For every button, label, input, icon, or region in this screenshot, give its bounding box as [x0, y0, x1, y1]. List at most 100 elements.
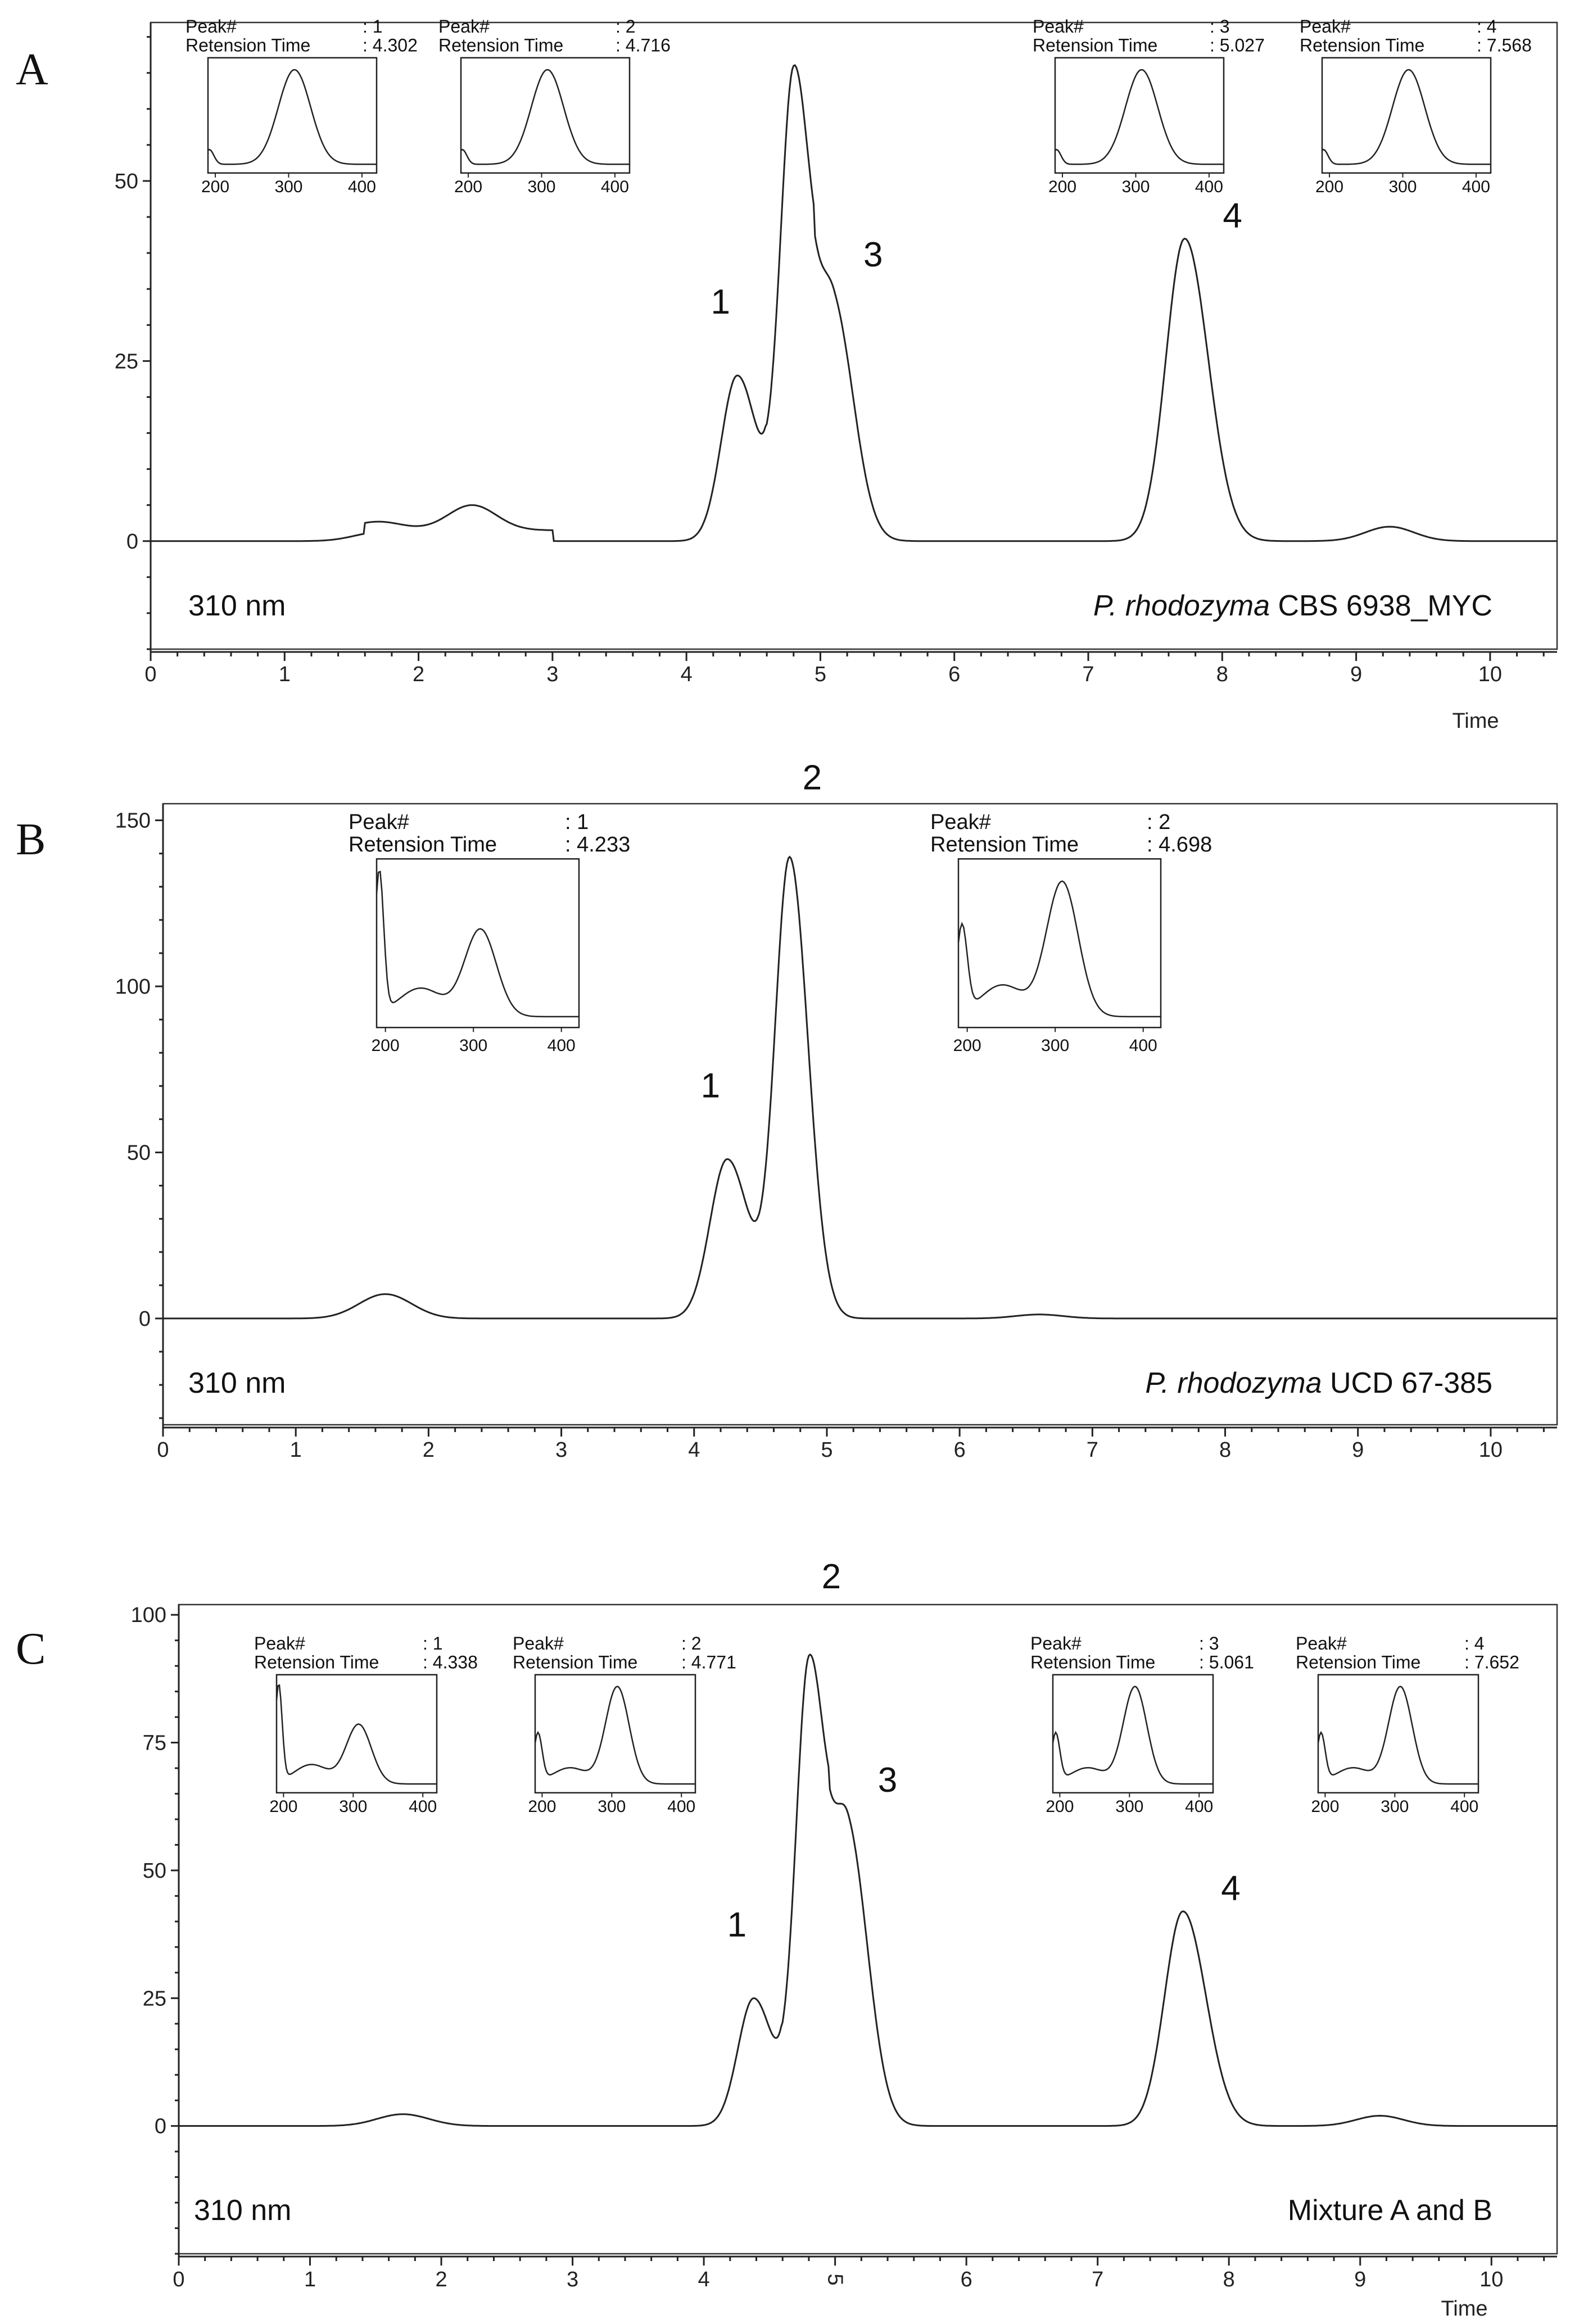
inset-frame — [1054, 57, 1225, 174]
x-tick-label: 8 — [1219, 1438, 1231, 1462]
uv-spectrum-curve — [375, 871, 579, 1018]
inset-peak-label: Peak# — [438, 16, 490, 37]
uv-spectrum-curve — [207, 69, 377, 165]
sample-strain: Mixture A and B — [1288, 2194, 1492, 2227]
inset-peak-value: : 4 — [1477, 16, 1497, 37]
sample-label: P. rhodozyma UCD 67-385 — [1145, 1367, 1492, 1399]
inset-frame — [534, 1674, 696, 1794]
inset-tick-label: 200 — [454, 178, 482, 196]
uv-spectrum-inset: Peak#: 2 Retension Time: 4.716 200 300 400 — [438, 16, 671, 196]
y-tick-label: 0 — [155, 2115, 166, 2139]
uv-spectrum-curve — [1055, 69, 1224, 165]
x-tick-label: 0 — [157, 1438, 169, 1462]
inset-rt-label: Retension Time — [513, 1652, 637, 1673]
uv-spectrum-curve — [1322, 69, 1491, 165]
inset-peak-value: : 2 — [616, 16, 636, 37]
uv-spectrum-curve — [534, 1686, 695, 1785]
uv-spectrum-inset: Peak#: 2 Retension Time: 4.771 200 300 400 — [513, 1633, 736, 1816]
uv-spectrum-inset: Peak#: 2 Retension Time: 4.698 200 300 400 — [930, 810, 1212, 1055]
inset-tick-label: 400 — [409, 1797, 437, 1816]
inset-peak-value: : 1 — [565, 810, 589, 834]
inset-rt-value: : 4.716 — [616, 35, 671, 56]
uv-spectrum-curve — [1317, 1686, 1478, 1785]
peak-label: 1 — [727, 1905, 746, 1944]
inset-tick-label: 400 — [667, 1797, 695, 1816]
x-tick-label: 0 — [144, 663, 156, 686]
inset-rt-value: : 4.338 — [423, 1652, 478, 1673]
plot-frame — [178, 1603, 1558, 2255]
inset-peak-value: : 2 — [1147, 810, 1170, 834]
peak-label: 4 — [1221, 1869, 1240, 1908]
inset-peak-label: Peak# — [930, 810, 991, 834]
chart-panel-c: C 0 25 50 75 100 0 1 2 3 4 5 6 7 8 9 10 Time 1 2 3 4 310 nm Mix… — [16, 1557, 1558, 2321]
inset-tick-label: 300 — [274, 178, 302, 196]
inset-frame — [375, 858, 580, 1029]
inset-peak-label: Peak# — [1300, 16, 1351, 37]
chart-panel-a: A 0 25 50 0 1 2 3 4 5 6 7 8 9 10 Time 1 2 3 4 310 nm P. rhodo… — [16, 0, 1558, 733]
uv-spectrum-inset: Peak#: 4 Retension Time: 7.652 200 300 400 — [1296, 1633, 1519, 1816]
inset-peak-value: : 3 — [1210, 16, 1230, 37]
uv-spectrum-inset: Peak#: 1 Retension Time: 4.338 200 300 400 — [254, 1633, 478, 1816]
inset-tick-label: 200 — [1311, 1797, 1339, 1816]
uv-spectrum-curve — [460, 69, 630, 165]
inset-tick-label: 200 — [269, 1797, 297, 1816]
inset-rt-value: : 5.061 — [1199, 1652, 1254, 1673]
x-tick-label: 3 — [546, 663, 558, 686]
y-tick-label: 50 — [127, 1141, 151, 1165]
uv-spectrum-curve — [275, 1684, 437, 1785]
uv-spectrum-curve — [957, 880, 1161, 1018]
peak-label: 2 — [822, 1557, 841, 1596]
x-tick-label: 8 — [1216, 663, 1228, 686]
plot-frame — [162, 803, 1558, 1426]
x-tick-label: 1 — [279, 663, 291, 686]
inset-rt-label: Retension Time — [254, 1652, 379, 1673]
inset-peak-label: Peak# — [349, 810, 409, 834]
x-tick-label: 10 — [1478, 663, 1502, 686]
inset-rt-label: Retension Time — [930, 833, 1079, 857]
peak-label: 3 — [863, 235, 883, 274]
inset-peak-value: : 2 — [681, 1633, 702, 1653]
x-tick-label: 7 — [1082, 663, 1094, 686]
inset-tick-label: 300 — [1115, 1797, 1143, 1816]
inset-peak-value: : 1 — [363, 16, 383, 37]
sample-label: Mixture A and B — [1288, 2194, 1492, 2227]
peak-label: 2 — [807, 0, 826, 6]
inset-tick-label: 400 — [548, 1036, 576, 1055]
inset-tick-label: 300 — [1121, 178, 1150, 196]
x-tick-label: 1 — [304, 2268, 316, 2291]
sample-species: P. rhodozyma — [1093, 590, 1270, 622]
wavelength-label: 310 nm — [188, 590, 286, 622]
x-tick-label: 5 — [821, 1438, 833, 1462]
inset-tick-label: 200 — [372, 1036, 400, 1055]
inset-rt-label: Retension Time — [1296, 1652, 1420, 1673]
y-tick-label: 25 — [115, 350, 138, 373]
inset-rt-value: : 7.568 — [1477, 35, 1532, 56]
x-tick-label: 7 — [1092, 2268, 1103, 2291]
inset-tick-label: 200 — [1048, 178, 1076, 196]
x-tick-label: 1 — [290, 1438, 302, 1462]
x-tick-label: 3 — [567, 2268, 578, 2291]
y-tick-label: 100 — [131, 1603, 166, 1627]
inset-peak-label: Peak# — [513, 1633, 564, 1653]
inset-frame — [1052, 1674, 1214, 1794]
y-tick-label: 50 — [143, 1859, 166, 1883]
inset-rt-value: : 4.771 — [681, 1652, 736, 1673]
inset-tick-label: 300 — [1388, 178, 1417, 196]
y-tick-label: 150 — [115, 809, 151, 833]
inset-rt-value: : 5.027 — [1210, 35, 1265, 56]
plot-frame — [150, 21, 1558, 650]
peak-label: 1 — [711, 283, 730, 321]
uv-spectrum-inset: Peak#: 4 Retension Time: 7.568 200 300 400 — [1300, 16, 1532, 196]
inset-tick-label: 200 — [953, 1036, 981, 1055]
x-tick-label: 6 — [961, 2268, 972, 2291]
x-tick-label: 8 — [1223, 2268, 1235, 2291]
inset-frame — [207, 57, 378, 174]
inset-peak-label: Peak# — [1033, 16, 1084, 37]
y-tick-label: 50 — [115, 170, 138, 193]
chart-panel-b: B 0 50 100 150 0 1 2 3 4 5 6 7 8 9 10 1 2 310 nm P. rhodozy… — [16, 759, 1558, 1462]
inset-tick-label: 400 — [1195, 178, 1223, 196]
inset-rt-label: Retension Time — [186, 35, 310, 56]
x-tick-label: 2 — [413, 663, 424, 686]
chromatogram-trace — [151, 64, 1557, 542]
